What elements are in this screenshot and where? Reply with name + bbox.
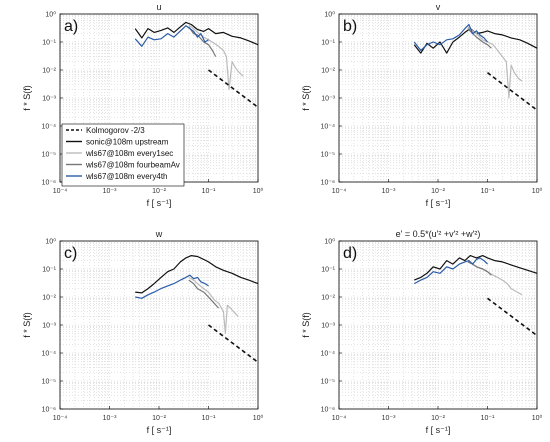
y-tick-label: 10⁻⁴ [42,351,57,358]
series-line-4 [413,23,488,52]
legend-box [61,123,185,187]
series-line-1 [134,21,259,46]
panel-1: 10⁻⁴ 10⁻³ 10⁻² 10⁻¹ 10⁰ 10⁻⁶ 10⁻⁵ 10⁻⁴ 10⁻³ 10⁻² 1… [22,2,263,208]
x-tick-label: 10⁻⁴ [332,188,347,195]
y-tick-label: 10⁻⁵ [321,379,335,386]
x-tick-label: 10⁰ [253,187,264,195]
series-line-3 [188,279,220,309]
x-tick-label: 10⁻⁴ [332,415,347,422]
panel-4: 10⁻⁴ 10⁻³ 10⁻² 10⁻¹ 10⁰ 10⁻⁶ 10⁻⁵ 10⁻⁴ 10⁻³ 10⁻² 1… [301,229,542,435]
x-tick-label: 10⁻¹ [481,415,495,422]
y-tick-label: 10⁻³ [42,96,56,103]
y-tick-label: 10⁰ [45,238,56,246]
chart-title: v [436,2,441,12]
x-tick-label: 10⁻¹ [202,415,216,422]
y-tick-label: 10⁻¹ [321,267,335,274]
legend-label: wls67@108m every1sec [85,149,173,158]
series-line-5 [208,69,259,108]
y-tick-label: 10⁻⁴ [321,124,336,131]
x-axis-label: f [ s⁻¹] [426,425,451,435]
x-axis-label: f [ s⁻¹] [147,425,172,435]
series-line-2 [188,276,239,334]
chart-title: u [156,2,161,12]
series-line-5 [487,72,538,111]
x-tick-label: 10⁻³ [103,415,117,422]
panel-3: 10⁻⁴ 10⁻³ 10⁻² 10⁻¹ 10⁰ 10⁻⁶ 10⁻⁵ 10⁻⁴ 10⁻³ 10⁻² 1… [22,229,263,435]
x-tick-label: 10⁻³ [382,188,396,195]
y-tick-label: 10⁻³ [321,96,335,103]
y-tick-label: 10⁻⁶ [321,180,335,187]
y-tick-label: 10⁻² [42,68,56,75]
x-tick-label: 10⁻³ [382,415,396,422]
y-tick-label: 10⁰ [45,11,56,19]
y-tick-label: 10⁰ [324,11,335,19]
y-axis-label: f * S(f) [22,85,32,111]
y-tick-label: 10⁻⁴ [42,124,57,131]
series-line-2 [467,26,523,99]
y-axis-label: f * S(f) [301,312,311,338]
legend-label: wls67@108m fourbeamAv [85,161,180,170]
y-tick-label: 10⁻⁵ [321,152,335,159]
y-tick-label: 10⁻⁶ [321,407,335,414]
series-line-1 [135,255,259,294]
legend-label: Kolmogorov -2/3 [86,126,145,135]
chart-title: e' = 0.5*(u'² +v'² +w'²) [396,229,481,239]
series-line-4 [135,274,209,299]
series-line-1 [413,255,538,281]
series-line-4 [134,25,209,47]
grid [59,241,258,410]
x-tick-label: 10⁻⁴ [53,188,68,195]
panel-label: a) [64,18,78,35]
y-tick-label: 10⁻⁵ [42,379,56,386]
y-tick-label: 10⁻⁵ [42,152,56,159]
chart-title: w [155,229,163,239]
legend-label: sonic@108m upstream [86,138,169,147]
x-tick-label: 10⁻² [431,415,445,422]
series-line-3 [188,26,217,57]
y-tick-label: 10⁻¹ [42,40,56,47]
legend-label: wls67@108m every4th [85,172,168,181]
x-axis-label: f [ s⁻¹] [426,198,451,208]
x-tick-label: 10⁻² [152,188,166,195]
y-tick-label: 10⁻¹ [42,267,56,274]
x-tick-label: 10⁻² [431,188,445,195]
panel-label: c) [64,245,77,262]
y-axis-label: f * S(f) [301,85,311,111]
panel-label: b) [343,18,357,35]
x-axis-label: f [ s⁻¹] [147,198,172,208]
y-tick-label: 10⁻⁶ [42,407,56,414]
y-tick-label: 10⁻¹ [321,40,335,47]
series-line-5 [487,297,538,337]
x-tick-label: 10⁻³ [103,188,117,195]
grid [59,14,258,183]
panel-label: d) [343,245,357,262]
x-tick-label: 10⁻¹ [481,188,495,195]
x-tick-label: 10⁰ [532,414,543,422]
y-tick-label: 10⁻³ [321,323,335,330]
x-tick-label: 10⁻⁴ [53,415,68,422]
y-tick-label: 10⁰ [324,238,335,246]
y-tick-label: 10⁻⁶ [42,180,56,187]
series-line-4 [413,257,488,285]
y-tick-label: 10⁻² [42,295,56,302]
x-tick-label: 10⁰ [532,187,543,195]
y-axis-label: f * S(f) [22,312,32,338]
x-tick-label: 10⁰ [253,414,264,422]
series-line-5 [208,324,259,363]
y-tick-label: 10⁻³ [42,323,56,330]
panel-2: 10⁻⁴ 10⁻³ 10⁻² 10⁻¹ 10⁰ 10⁻⁶ 10⁻⁵ 10⁻⁴ 10⁻³ 10⁻² 1… [301,2,542,208]
y-tick-label: 10⁻⁴ [321,351,336,358]
x-tick-label: 10⁻¹ [202,188,216,195]
y-tick-label: 10⁻² [321,295,335,302]
y-tick-label: 10⁻² [321,68,335,75]
x-tick-label: 10⁻² [152,415,166,422]
series-line-2 [188,24,244,91]
legend: Kolmogorov -2/3 sonic@108m upstream wls67@… [61,123,185,187]
grid [338,14,537,183]
